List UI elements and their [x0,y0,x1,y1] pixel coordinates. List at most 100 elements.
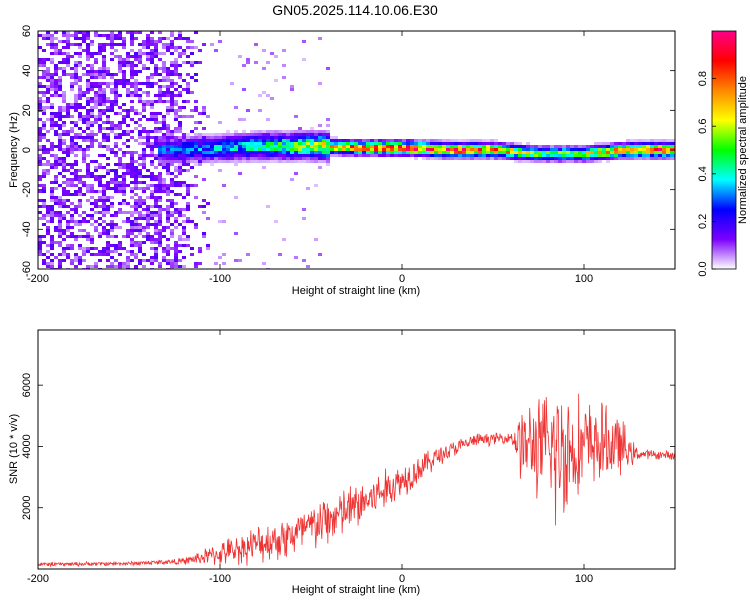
heatmap-cell [150,49,154,52]
heatmap-cell [190,139,194,142]
heatmap-cell [90,73,94,76]
heatmap-cell [178,34,182,37]
heatmap-cell [182,100,186,103]
heatmap-cell [118,124,122,127]
heatmap-cell [386,151,390,154]
heatmap-cell [102,67,106,70]
heatmap-cell [70,244,74,247]
heatmap-cell [62,181,66,184]
heatmap-cell [42,241,46,244]
heatmap-cell [182,238,186,241]
heatmap-cell [238,145,242,148]
heatmap-cell [138,226,142,229]
heatmap-cell [170,130,174,133]
heatmap-cell [330,154,334,157]
heatmap-cell [186,163,190,166]
heatmap-cell [78,136,82,139]
heatmap-cell [78,202,82,205]
heatmap-cell [186,205,190,208]
heatmap-cell [178,91,182,94]
heatmap-cell [518,148,522,151]
heatmap-cell [66,211,70,214]
heatmap-cell [542,157,546,160]
heatmap-cell [98,85,102,88]
heatmap-cell [126,139,130,142]
heatmap-cell [234,157,238,160]
heatmap-cell [278,151,282,154]
heatmap-cell [250,139,254,142]
heatmap-cell [258,157,262,160]
heatmap-cell [66,43,70,46]
heatmap-cell [418,145,422,148]
heatmap-cell [174,202,178,205]
heatmap-cell [658,151,662,154]
heatmap-cell [130,43,134,46]
heatmap-cell [86,154,90,157]
snr-x-tick-label: -100 [209,573,231,585]
heatmap-cell [38,34,42,37]
heatmap-cell [78,181,82,184]
heatmap-cell [126,217,130,220]
heatmap-cell [422,157,426,160]
heatmap-cell [302,148,306,151]
heatmap-cell [54,214,58,217]
heatmap-cell [50,121,54,124]
heatmap-cell [378,154,382,157]
heatmap-cell [178,169,182,172]
heatmap-cell [102,76,106,79]
heatmap-cell [50,154,54,157]
heatmap-cell [134,127,138,130]
heatmap-cell [178,121,182,124]
heatmap-cell [154,49,158,52]
snr-x-label: Height of straight line (km) [292,584,420,596]
heatmap-cell [230,136,234,139]
heatmap-cell [426,142,430,145]
heatmap-cell [134,244,138,247]
heatmap-cell [134,58,138,61]
heatmap-cell [66,247,70,250]
heatmap-cell [122,142,126,145]
heatmap-cell [118,112,122,115]
heatmap-cell [54,130,58,133]
heatmap-cell [542,160,546,163]
heatmap-cell [194,175,198,178]
heatmap-cell [522,154,526,157]
heatmap-cell [106,73,110,76]
heatmap-cell [42,37,46,40]
heatmap-cell [466,142,470,145]
heatmap-cell [150,130,154,133]
heatmap-cell [102,55,106,58]
heatmap-cell [574,154,578,157]
heatmap-cell [246,133,250,136]
heatmap-cell [142,136,146,139]
heatmap-cell [50,247,54,250]
heatmap-cell [282,154,286,157]
heatmap-cell [134,109,138,112]
heatmap-cell [278,154,282,157]
heatmap-cell [198,148,202,151]
heatmap-cell [378,148,382,151]
heatmap-cell [94,205,98,208]
heatmap-cell [210,148,214,151]
heatmap-cell [158,223,162,226]
heatmap-cell [94,34,98,37]
heatmap-cell [130,55,134,58]
heatmap-cell [394,151,398,154]
heatmap-cell [154,145,158,148]
heatmap-cell [186,193,190,196]
heatmap-cell [178,259,182,262]
heatmap-cell [166,130,170,133]
heatmap-cell [574,157,578,160]
heatmap-cell [66,34,70,37]
heatmap-cell [206,202,210,205]
heatmap-cell [78,175,82,178]
heatmap-cell [262,67,266,70]
heatmap-cell [78,88,82,91]
heatmap-cell [250,148,254,151]
heatmap-cell [242,160,246,163]
heatmap-cell [142,151,146,154]
heatmap-cell [234,160,238,163]
heatmap-cell [642,157,646,160]
heatmap-cell [50,211,54,214]
heatmap-cell [78,37,82,40]
